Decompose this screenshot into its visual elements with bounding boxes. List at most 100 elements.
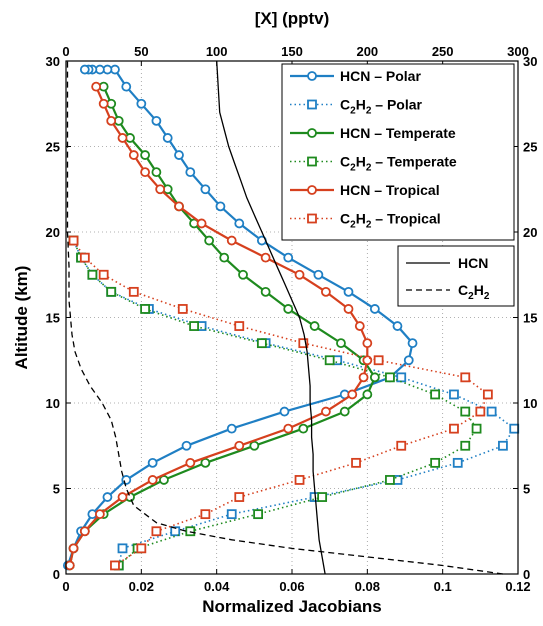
data-point: [354, 321, 365, 331]
data-point: [234, 440, 245, 451]
data-point: [204, 235, 215, 246]
data-point: [373, 355, 384, 366]
data-point: [283, 423, 294, 434]
legend-text-part: C: [340, 97, 350, 113]
data-point: [140, 150, 151, 160]
data-point: [106, 286, 117, 297]
data-point: [385, 475, 395, 485]
data-point: [471, 423, 482, 434]
series-layer: [62, 60, 520, 575]
x-axis-title: Normalized Jacobians: [202, 597, 382, 616]
y-right-tick-label: 30: [523, 54, 537, 69]
series-line: [72, 240, 478, 567]
data-point: [498, 440, 508, 451]
data-point: [147, 457, 158, 468]
data-point: [509, 423, 520, 434]
legend-text-part: C: [458, 282, 468, 298]
data-point: [95, 509, 105, 520]
x-tick-label: 0.06: [279, 579, 304, 594]
legend-text-part: HCN – Temperate: [340, 125, 456, 141]
data-point: [117, 492, 128, 502]
legend-label: HCN: [458, 255, 488, 271]
series-dotted-square: [68, 235, 482, 571]
data-point: [294, 475, 305, 485]
data-point: [87, 269, 98, 280]
data-point: [407, 338, 418, 349]
data-point: [110, 560, 120, 571]
y-tick-label: 15: [46, 311, 60, 326]
data-point: [294, 269, 305, 280]
data-point: [79, 252, 90, 263]
data-point: [170, 526, 181, 537]
data-point: [339, 406, 350, 417]
top-tick-label: 200: [356, 44, 378, 59]
x-tick-label: 0.12: [505, 579, 530, 594]
data-point: [475, 406, 486, 417]
data-point: [317, 492, 328, 502]
data-point: [347, 389, 358, 400]
legend-text-part: H: [356, 97, 366, 113]
data-point: [298, 338, 309, 349]
y-right-tick-label: 0: [523, 567, 530, 582]
y-tick-label: 30: [46, 54, 60, 69]
data-point: [369, 372, 380, 383]
y-right-tick-label: 5: [523, 482, 530, 497]
data-point: [140, 304, 151, 314]
y-tick-label: 25: [46, 140, 60, 155]
top-tick-label: 0: [62, 44, 69, 59]
data-point: [162, 133, 173, 143]
data-point: [136, 98, 147, 109]
data-point: [117, 133, 128, 143]
series-line: [66, 61, 503, 575]
data-point: [449, 423, 459, 434]
data-point: [369, 304, 380, 314]
series-line: [216, 60, 326, 575]
legend-text-part: HCN – Polar: [340, 68, 421, 84]
legend-text-part: C: [340, 211, 350, 227]
data-point: [151, 115, 162, 126]
y-right-tick-label: 15: [523, 311, 537, 326]
top-axis-title: [X] (pptv): [255, 9, 330, 28]
data-point: [486, 406, 497, 417]
data-point: [452, 457, 463, 468]
top-tick-label: 100: [206, 44, 228, 59]
data-point: [147, 475, 158, 485]
x-tick-label: 0.02: [129, 579, 154, 594]
data-point: [128, 150, 139, 160]
data-point: [234, 492, 245, 502]
data-point: [234, 218, 245, 229]
data-point: [362, 355, 373, 366]
data-point: [128, 286, 139, 297]
series-solid-circle: [64, 81, 373, 571]
data-point: [185, 526, 196, 537]
legend-label: C2H2 – Tropical: [340, 211, 441, 231]
data-point: [151, 167, 162, 178]
data-point: [249, 440, 260, 451]
legend-text-part: – Temperate: [371, 154, 457, 170]
data-point: [283, 304, 294, 314]
legend-text-part: H: [474, 282, 484, 298]
legend-box-concentration: [397, 245, 515, 307]
y-right-tick-label: 20: [523, 225, 537, 240]
x-tick-label: 0.1: [434, 579, 452, 594]
y-tick-label: 10: [46, 396, 60, 411]
legend-text-part: HCN – Tropical: [340, 182, 440, 198]
data-point: [362, 338, 373, 349]
data-point: [320, 286, 331, 297]
top-tick-label: 300: [507, 44, 529, 59]
data-point: [174, 150, 184, 160]
data-point: [449, 389, 459, 400]
y-right-tick-label: 10: [523, 396, 537, 411]
data-point: [185, 167, 196, 178]
data-point: [226, 509, 237, 520]
legend-marker: [307, 99, 317, 110]
legend-label: C2H2: [458, 282, 490, 302]
series-solid-black: [216, 60, 326, 575]
data-point: [253, 509, 264, 520]
data-point: [200, 509, 211, 520]
y-tick-label: 5: [53, 482, 60, 497]
data-point: [362, 389, 373, 400]
